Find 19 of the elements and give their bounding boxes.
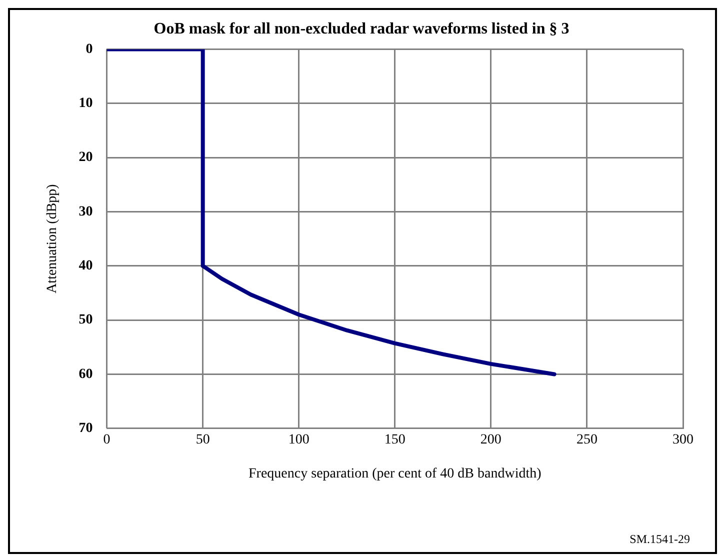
x-axis-title: Frequency separation (per cent of 40 dB bandwidth) bbox=[248, 466, 542, 482]
x-tick-label: 300 bbox=[672, 432, 694, 448]
y-tick-label: 20 bbox=[78, 150, 93, 166]
x-tick-label: 250 bbox=[576, 432, 598, 448]
x-tick-label: 50 bbox=[196, 432, 210, 448]
y-tick-label: 40 bbox=[78, 258, 93, 274]
x-tick-label: 150 bbox=[384, 432, 406, 448]
x-tick-label: 0 bbox=[103, 432, 110, 448]
text: SM.1541-29 bbox=[630, 532, 690, 546]
x-tick-label: 200 bbox=[480, 432, 502, 448]
y-tick-label: 50 bbox=[78, 312, 93, 328]
x-tick-label: 100 bbox=[288, 432, 310, 448]
y-tick-label: 70 bbox=[78, 421, 93, 436]
chart-title: OoB mask for all non-excluded radar waveforms listed in § 3 bbox=[154, 20, 570, 38]
y-tick-label: 10 bbox=[78, 96, 93, 111]
y-tick-label: 0 bbox=[86, 42, 93, 57]
y-axis-title: Attenuation (dBpp) bbox=[45, 184, 60, 294]
y-tick-label: 30 bbox=[78, 204, 93, 220]
y-tick-label: 60 bbox=[78, 366, 93, 382]
